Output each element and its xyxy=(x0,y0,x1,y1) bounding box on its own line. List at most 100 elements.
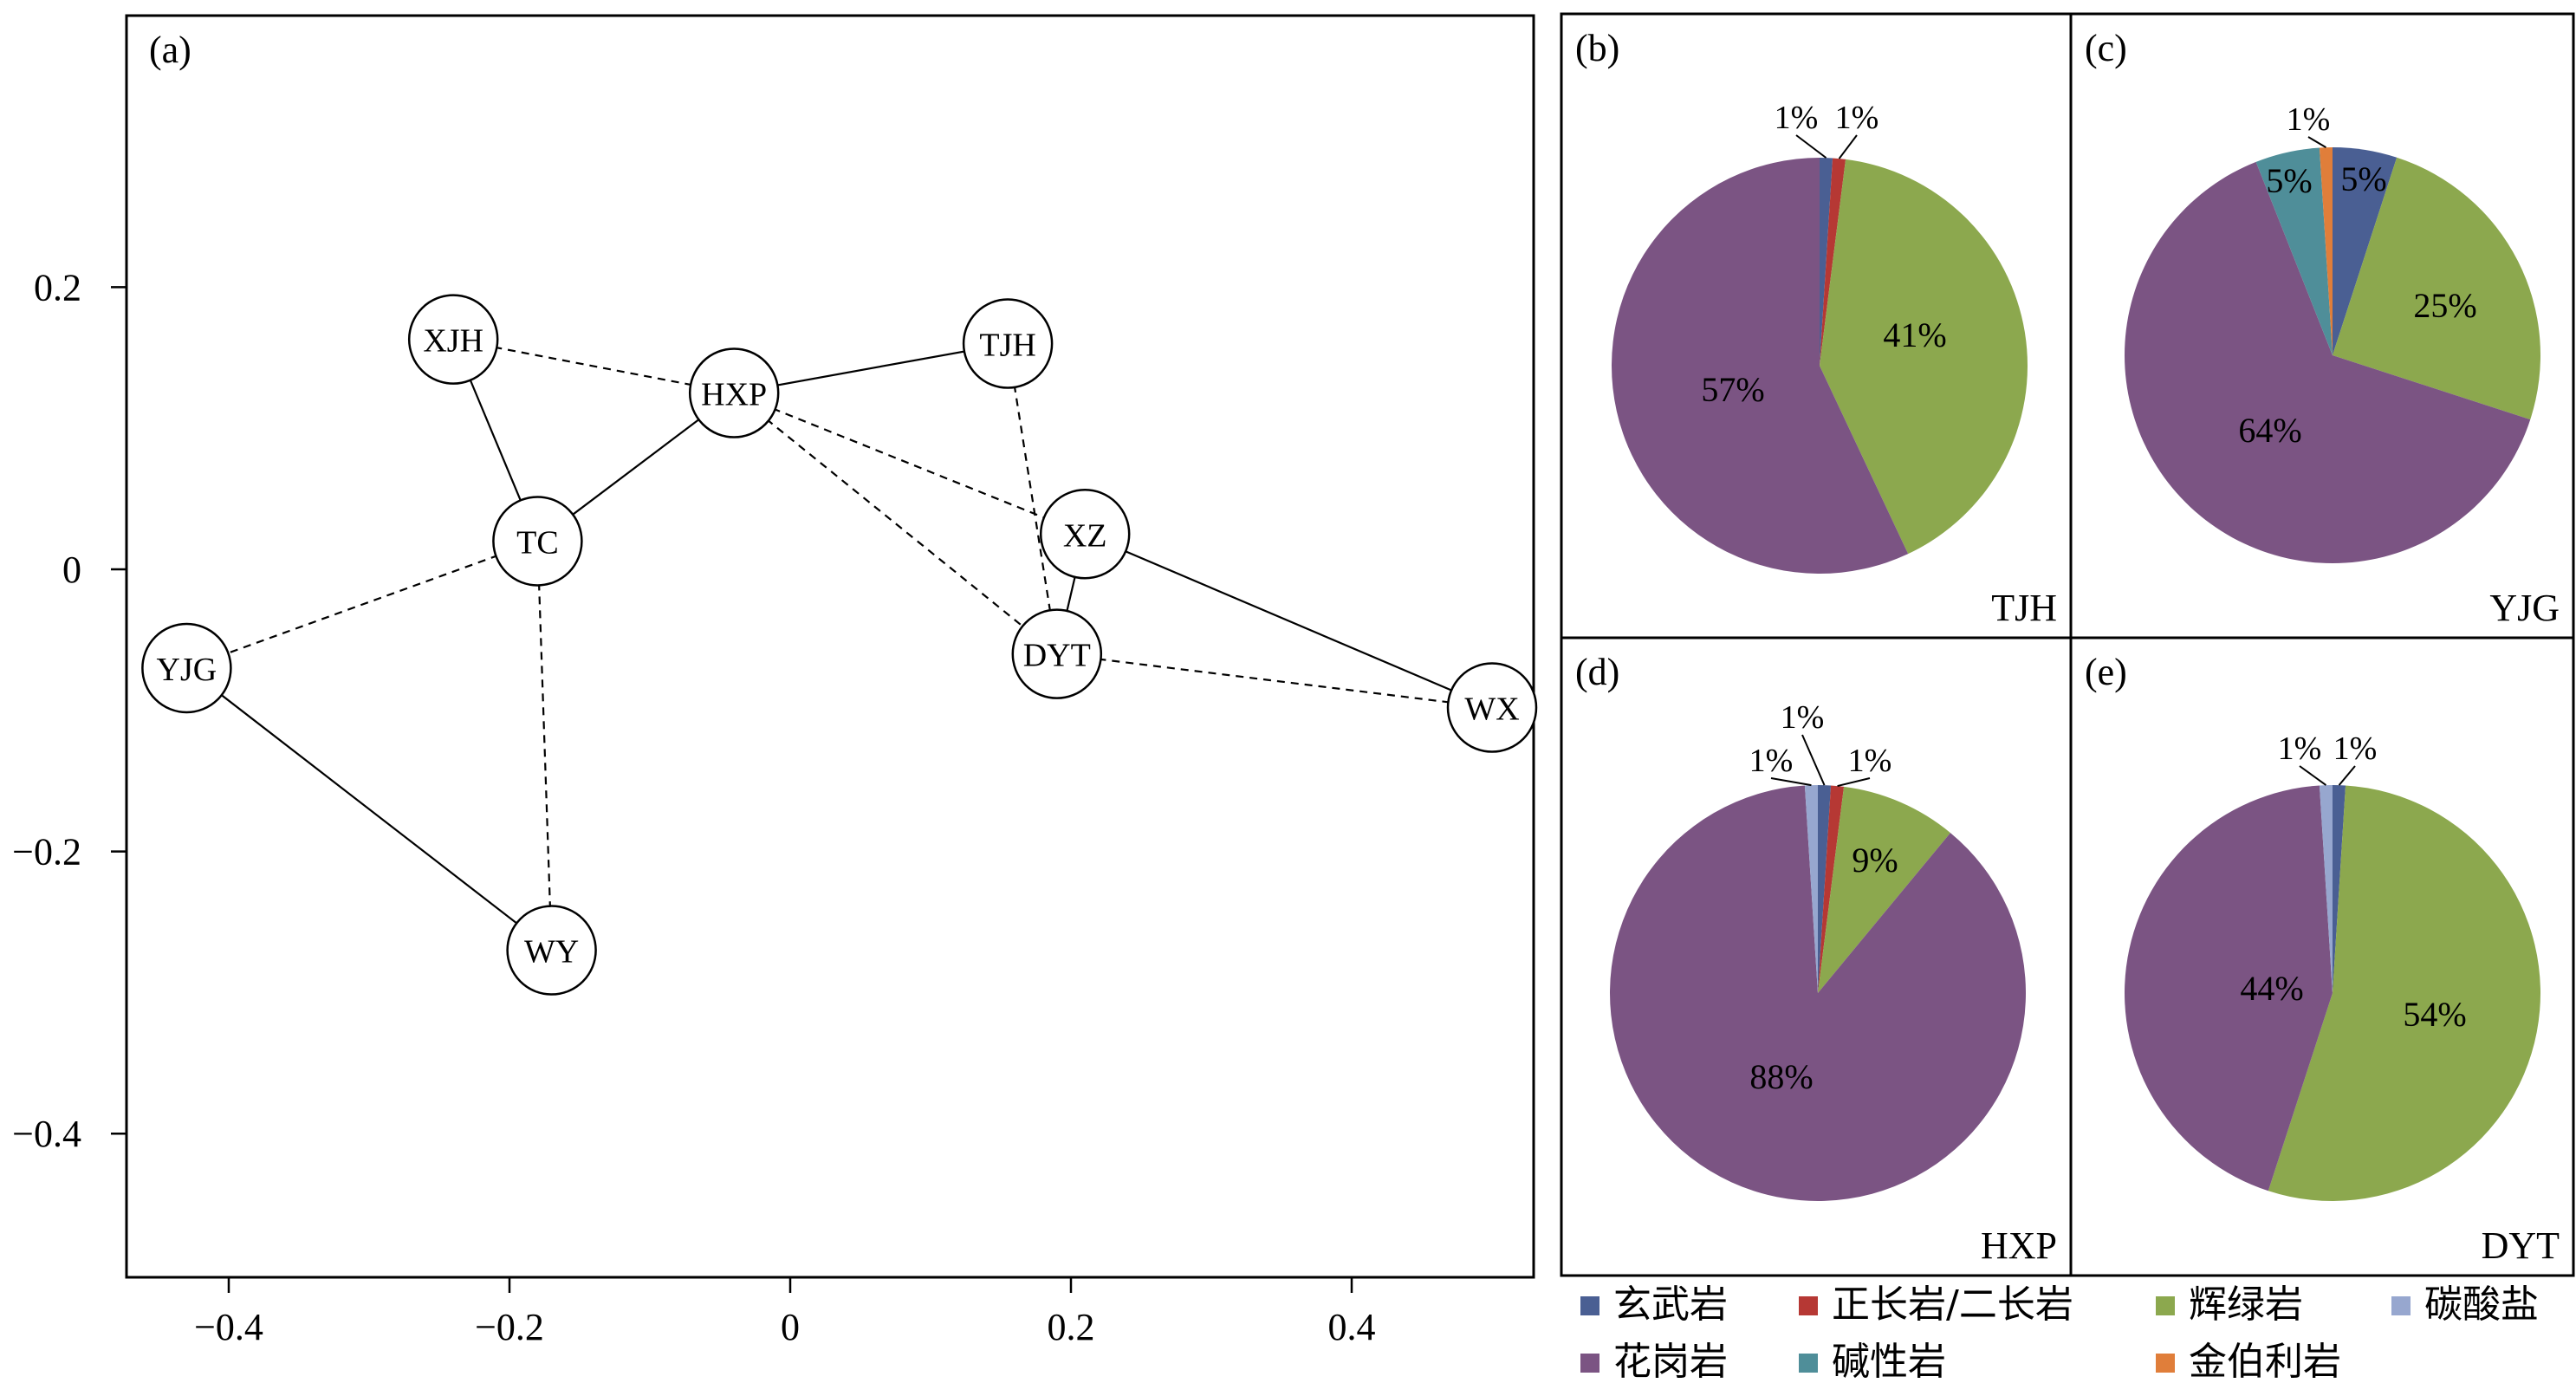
pie-site-name: YJG xyxy=(2489,587,2560,629)
node-label: YJG xyxy=(157,652,217,688)
edge-yjg-wy xyxy=(185,667,553,951)
pie-slice xyxy=(1610,785,2027,1201)
legend-item: 正长岩/二长岩 xyxy=(1799,1282,2073,1327)
pie-panel-label: (d) xyxy=(1575,651,1619,693)
x-tick-label: 0.4 xyxy=(1328,1306,1376,1348)
pie-leader-line xyxy=(1837,777,1871,788)
node-circle xyxy=(492,496,583,587)
pie-panel-frame xyxy=(2069,636,2575,1277)
pie-site-name: DYT xyxy=(2482,1224,2560,1267)
node-label: DYT xyxy=(1023,638,1091,674)
pie-slice xyxy=(1818,785,1832,993)
edge-dyt-wx xyxy=(1056,653,1493,709)
pie-slice-label: 1% xyxy=(2278,730,2322,767)
legend-swatch xyxy=(2156,1296,2175,1315)
pie-slice-label: 1% xyxy=(1848,743,1892,779)
x-tick-label: 0.2 xyxy=(1048,1306,1095,1348)
legend-swatch xyxy=(1799,1296,1818,1315)
legend-item: 辉绿岩 xyxy=(2156,1282,2303,1327)
node-circle xyxy=(141,622,232,714)
pie-slice-label: 1% xyxy=(2333,730,2378,767)
edge-xjh-hxp xyxy=(452,338,735,394)
node-xjh: XJH xyxy=(407,294,499,385)
pie-leader-line xyxy=(2299,765,2327,786)
node-circle xyxy=(1039,489,1131,580)
pie-slice-label: 88% xyxy=(1749,1057,1813,1096)
node-tc: TC xyxy=(492,496,583,587)
pie-slice-label: 1% xyxy=(1749,743,1794,779)
legend-swatch xyxy=(1580,1296,1599,1315)
legend-label: 碳酸盐 xyxy=(2424,1282,2539,1327)
pie-slice-label: 5% xyxy=(2340,159,2386,198)
node-label: TJH xyxy=(979,328,1035,364)
pie-panel-dyt: (e) DYT 1% 54% 44% 1% xyxy=(2069,636,2575,1277)
pie-slice-label: 1% xyxy=(1781,699,1825,736)
pie-panel-tjh: (b) TJH 1% 1% 41% 57% xyxy=(1560,12,2073,640)
panel-a-axes: −0.4 −0.2 0 0.2 0.4 0.2 0 −0.2 −0.4 xyxy=(12,266,1375,1348)
node-label: HXP xyxy=(701,377,767,413)
network-edges xyxy=(185,338,1493,951)
legend-swatch xyxy=(1799,1354,1818,1373)
pie-slice-label: 1% xyxy=(2287,101,2331,138)
pie-slice xyxy=(1818,785,1845,993)
pie-slice-label: 9% xyxy=(1852,841,1898,880)
node-xz: XZ xyxy=(1039,489,1131,580)
node-label: WY xyxy=(524,934,579,971)
pie-slice-label: 1% xyxy=(1835,100,1879,136)
node-wx: WX xyxy=(1446,662,1538,753)
edge-hxp-tjh xyxy=(734,342,1009,394)
pie-slice-label: 41% xyxy=(1883,315,1946,354)
pie-leader-line xyxy=(1770,777,1812,787)
legend-label: 玄武岩 xyxy=(1613,1282,1728,1327)
pie-slice xyxy=(2125,161,2531,563)
node-circle xyxy=(407,294,499,385)
node-label: XZ xyxy=(1063,517,1107,554)
legend-label: 辉绿岩 xyxy=(2189,1282,2303,1327)
legend-swatch xyxy=(1580,1354,1599,1373)
edge-hxp-dyt xyxy=(733,392,1058,655)
pie-leader-line xyxy=(2307,136,2326,148)
pie-slice xyxy=(1820,159,2028,555)
node-wy: WY xyxy=(506,905,597,996)
edge-xz-wx xyxy=(1084,533,1493,709)
pie-slice-label: 57% xyxy=(1701,370,1764,409)
x-tick-label: 0 xyxy=(781,1306,800,1348)
pie-slice xyxy=(1818,786,1950,993)
pie-slice xyxy=(1804,785,1818,993)
network-nodes: XJH HXP TJH TC XZ DYT YJG WX WY xyxy=(141,294,1538,996)
pie-leader-line xyxy=(1838,134,1858,159)
node-label: WX xyxy=(1464,692,1519,728)
pie-leader-line xyxy=(2338,765,2356,786)
pie-leader-line xyxy=(1801,734,1826,786)
pie-slice xyxy=(2319,147,2333,355)
legend-swatch xyxy=(2391,1296,2411,1315)
panel-a-frame xyxy=(125,14,1535,1279)
node-circle xyxy=(506,905,597,996)
legend-item: 花岗岩 xyxy=(1580,1340,1728,1384)
pie-panel-label: (c) xyxy=(2085,27,2127,69)
pie-panel-label: (e) xyxy=(2085,651,2127,693)
pie-slice xyxy=(1820,158,1833,366)
node-hxp: HXP xyxy=(688,347,780,438)
pie-panel-label: (b) xyxy=(1575,27,1619,69)
node-circle xyxy=(1011,608,1103,699)
pie-slice xyxy=(2333,785,2346,993)
pie-leader-line xyxy=(1795,134,1827,159)
edge-hxp-xz xyxy=(733,392,1086,536)
pie-slice xyxy=(2255,147,2333,355)
pie-slice-label: 64% xyxy=(2238,411,2301,450)
legend-swatch xyxy=(2156,1354,2175,1373)
pie-site-name: TJH xyxy=(1991,587,2057,629)
y-tick-label: −0.2 xyxy=(12,831,81,873)
legend-label: 花岗岩 xyxy=(1613,1340,1728,1384)
pie-slice xyxy=(2125,785,2333,1191)
pie-slice-label: 44% xyxy=(2240,969,2303,1008)
pie-slice-label: 5% xyxy=(2266,161,2312,200)
legend-item: 碳酸盐 xyxy=(2391,1282,2539,1327)
legend-label: 碱性岩 xyxy=(1832,1340,1946,1384)
node-label: TC xyxy=(516,524,559,561)
x-tick-label: −0.2 xyxy=(475,1306,544,1348)
